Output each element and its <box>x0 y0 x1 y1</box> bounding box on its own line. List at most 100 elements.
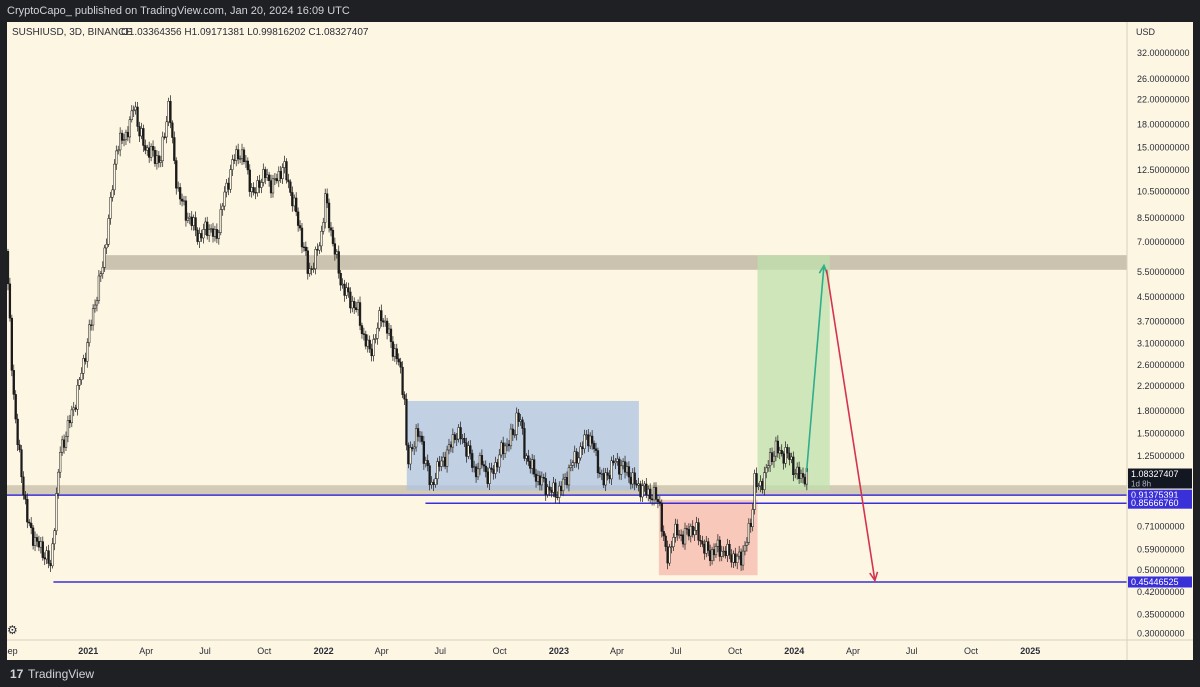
candle <box>109 191 112 225</box>
candle <box>55 487 58 536</box>
candle <box>320 225 323 253</box>
candle <box>540 471 544 491</box>
candle <box>676 519 679 541</box>
candle <box>287 173 290 189</box>
candle <box>380 304 383 327</box>
candle <box>62 434 66 454</box>
candle <box>476 462 480 481</box>
y-tick-label: 0.50000000 <box>1137 565 1185 575</box>
target-box[interactable] <box>757 255 830 491</box>
candle <box>122 133 126 147</box>
candle <box>370 343 373 362</box>
candle <box>43 552 46 566</box>
candle <box>51 537 54 569</box>
candle <box>633 467 636 491</box>
candle <box>324 188 327 229</box>
candle <box>660 499 663 538</box>
level-0-91-label: 0.91375391 <box>1128 489 1192 501</box>
candle <box>569 459 573 472</box>
candle <box>699 535 702 548</box>
resistance-zone[interactable] <box>103 255 1127 270</box>
x-tick-label: 2022 <box>314 646 334 656</box>
candle <box>322 217 325 235</box>
candle <box>372 334 375 362</box>
y-tick-label: 3.10000000 <box>1137 338 1185 348</box>
candle <box>349 287 352 314</box>
candle <box>6 248 10 291</box>
candle <box>291 186 294 212</box>
candle <box>159 155 162 168</box>
candle <box>355 301 358 313</box>
candle <box>39 537 43 554</box>
candle <box>509 423 513 450</box>
candle <box>351 295 354 313</box>
candle <box>610 456 613 486</box>
candle <box>523 422 526 462</box>
candle <box>353 297 356 314</box>
candle <box>285 158 288 184</box>
x-tick-label: Apr <box>846 646 860 656</box>
candle <box>132 105 135 118</box>
candle <box>480 449 484 469</box>
candle <box>755 467 758 493</box>
candle <box>544 472 547 501</box>
candle <box>376 322 379 345</box>
brand-name: TradingView <box>28 667 95 681</box>
candle <box>163 132 166 140</box>
price-chart[interactable]: SUSHIUSD, 3D, BINANCE O1.03364356 H1.091… <box>2 22 1193 660</box>
candle <box>59 446 62 478</box>
candle <box>93 299 97 313</box>
candle <box>89 319 93 331</box>
candle <box>155 150 159 170</box>
candle <box>120 129 124 144</box>
x-tick-label: 2021 <box>78 646 98 656</box>
candle <box>211 222 215 243</box>
candle <box>60 435 64 456</box>
candle <box>49 559 52 573</box>
candle <box>18 439 21 453</box>
down-arrow[interactable] <box>825 269 879 583</box>
candles-layer <box>6 95 809 573</box>
candle <box>736 553 739 570</box>
candle <box>792 451 795 482</box>
candle <box>144 139 147 155</box>
settings-icon[interactable]: ⚙ <box>7 623 18 637</box>
x-tick-label: Sep <box>7 646 18 656</box>
y-tick-label: 15.00000000 <box>1137 142 1190 152</box>
candle <box>173 131 176 165</box>
candle <box>318 242 321 255</box>
candle <box>80 367 83 385</box>
candle <box>196 227 199 245</box>
svg-text:1d 8h: 1d 8h <box>1131 480 1151 489</box>
candle <box>494 456 497 479</box>
candle <box>447 438 451 455</box>
y-tick-label: 8.50000000 <box>1137 213 1185 223</box>
candle <box>68 414 72 429</box>
candle <box>260 178 263 194</box>
candle <box>248 164 251 197</box>
candle <box>266 168 269 181</box>
candle <box>72 401 75 417</box>
candle <box>577 452 580 470</box>
candle <box>366 334 369 353</box>
candle <box>325 188 329 208</box>
x-tick-label: Apr <box>375 646 389 656</box>
x-tick-label: Oct <box>728 646 743 656</box>
candle <box>763 466 766 496</box>
candle <box>256 175 259 197</box>
candle <box>641 479 644 502</box>
candle <box>426 454 429 472</box>
candle <box>561 473 565 497</box>
candle <box>289 179 292 196</box>
candle <box>146 144 149 156</box>
chart-area[interactable]: SUSHIUSD, 3D, BINANCE O1.03364356 H1.091… <box>2 22 1193 660</box>
candle <box>215 223 219 244</box>
candle <box>242 147 246 165</box>
candle <box>649 483 652 503</box>
y-tick-label: 1.50000000 <box>1137 429 1185 439</box>
candle <box>583 429 586 454</box>
candle <box>710 546 714 565</box>
candle <box>360 322 364 339</box>
candle <box>88 319 91 347</box>
candle <box>31 524 35 550</box>
